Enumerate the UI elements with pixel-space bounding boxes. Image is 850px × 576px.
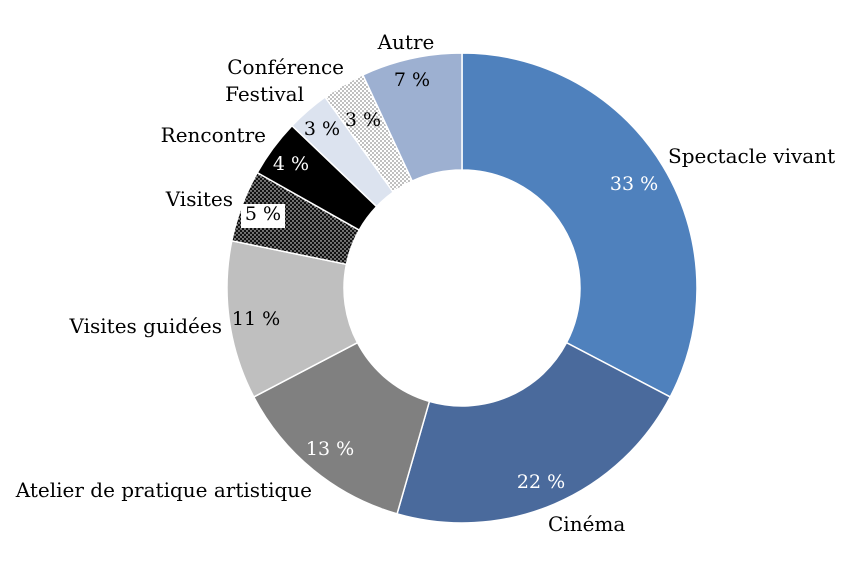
category-label-spectacle-vivant: Spectacle vivant — [668, 144, 835, 168]
value-label-atelier-de-pratique-artistique: 13 % — [306, 438, 354, 460]
value-label-conference: 3 % — [345, 109, 381, 131]
slice-spectacle-vivant — [461, 52, 698, 398]
value-label-visites-guidees: 11 % — [232, 308, 280, 330]
category-label-festival: Festival — [225, 82, 304, 106]
category-label-autre: Autre — [377, 30, 435, 54]
value-label-cinema: 22 % — [517, 471, 565, 493]
value-label-box-visites — [241, 204, 285, 228]
value-label-spectacle-vivant: 33 % — [610, 173, 658, 195]
category-label-visites-guidees: Visites guidées — [69, 314, 222, 338]
slice-cinema — [396, 341, 672, 524]
category-label-cinema: Cinéma — [548, 512, 625, 536]
slices-group — [226, 52, 698, 524]
value-label-visites: 5 % — [245, 203, 281, 225]
slice-autre — [361, 52, 463, 183]
value-label-festival: 3 % — [304, 118, 340, 140]
category-label-rencontre: Rencontre — [161, 123, 266, 147]
category-label-conference: Conférence — [227, 55, 344, 79]
labels-group: Spectacle vivant 33 % Cinéma 22 % Atelier de… — [15, 30, 835, 536]
value-label-autre: 7 % — [394, 69, 430, 91]
category-label-atelier-de-pratique-artistique: Atelier de pratique artistique — [15, 478, 312, 502]
category-label-visites: Visites — [165, 187, 233, 211]
value-label-rencontre: 4 % — [273, 153, 309, 175]
